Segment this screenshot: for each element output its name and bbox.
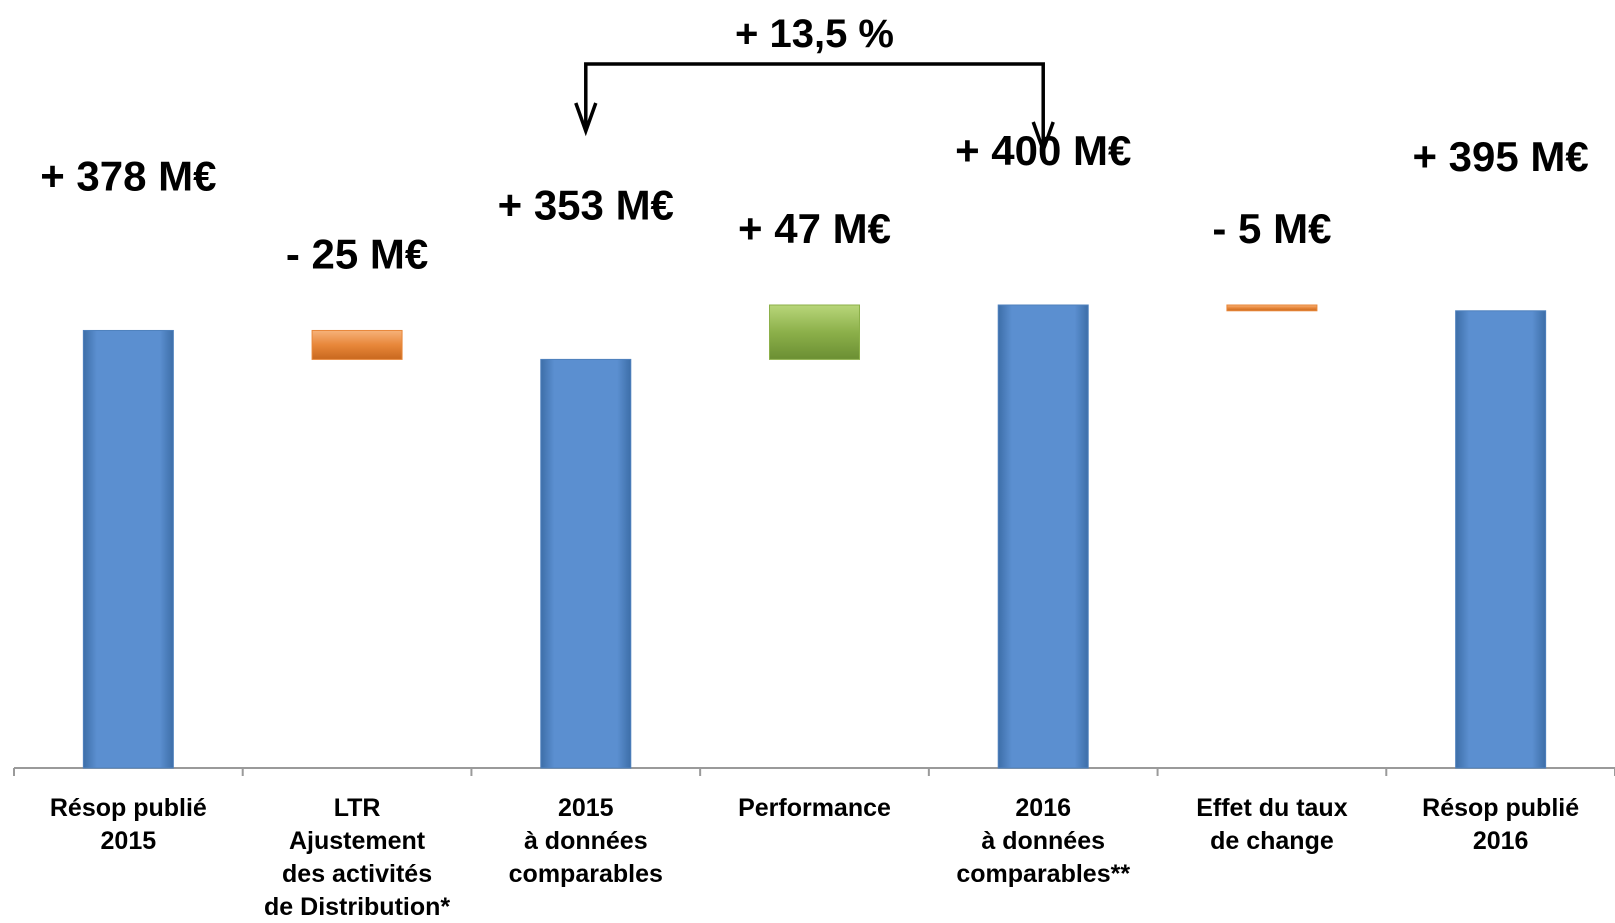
- category-label-2: 2015 à données comparables: [509, 794, 663, 888]
- arrow-down-icon: [574, 102, 598, 137]
- arrow-down-icon: [1031, 121, 1055, 156]
- category-label-1: LTR Ajustement des activités de Distributio…: [264, 794, 450, 921]
- value-label-0: + 378 M€: [40, 152, 216, 199]
- bar-3: [769, 304, 860, 360]
- bar-0: [82, 329, 174, 769]
- category-label-3: Performance: [738, 794, 891, 822]
- bar-2: [540, 358, 632, 769]
- value-label-3: + 47 M€: [738, 205, 891, 252]
- category-label-0: Résop publié 2015: [50, 794, 207, 855]
- value-label-6: + 395 M€: [1412, 133, 1588, 180]
- growth-percent-label: + 13,5 %: [735, 12, 894, 56]
- value-label-2: + 353 M€: [498, 181, 674, 228]
- category-labels: Résop publié 2015 LTR Ajustement des activit…: [50, 794, 1579, 921]
- value-label-1: - 25 M€: [286, 230, 428, 277]
- bars: [82, 304, 1547, 769]
- growth-annotation: + 13,5 %: [574, 12, 1055, 156]
- category-label-4: 2016 à données comparables**: [956, 794, 1130, 888]
- x-axis: [13, 767, 1615, 776]
- bar-5: [1226, 304, 1318, 312]
- category-label-6: Résop publié 2016: [1422, 794, 1579, 855]
- category-label-5: Effet du taux de change: [1196, 794, 1347, 855]
- annotation-bracket: [584, 62, 1045, 146]
- value-label-5: - 5 M€: [1212, 205, 1331, 252]
- bar-6: [1455, 310, 1547, 769]
- bar-4: [997, 304, 1089, 769]
- value-labels: + 378 M€- 25 M€+ 353 M€+ 47 M€+ 400 M€- …: [40, 127, 1589, 277]
- bar-1: [311, 329, 403, 360]
